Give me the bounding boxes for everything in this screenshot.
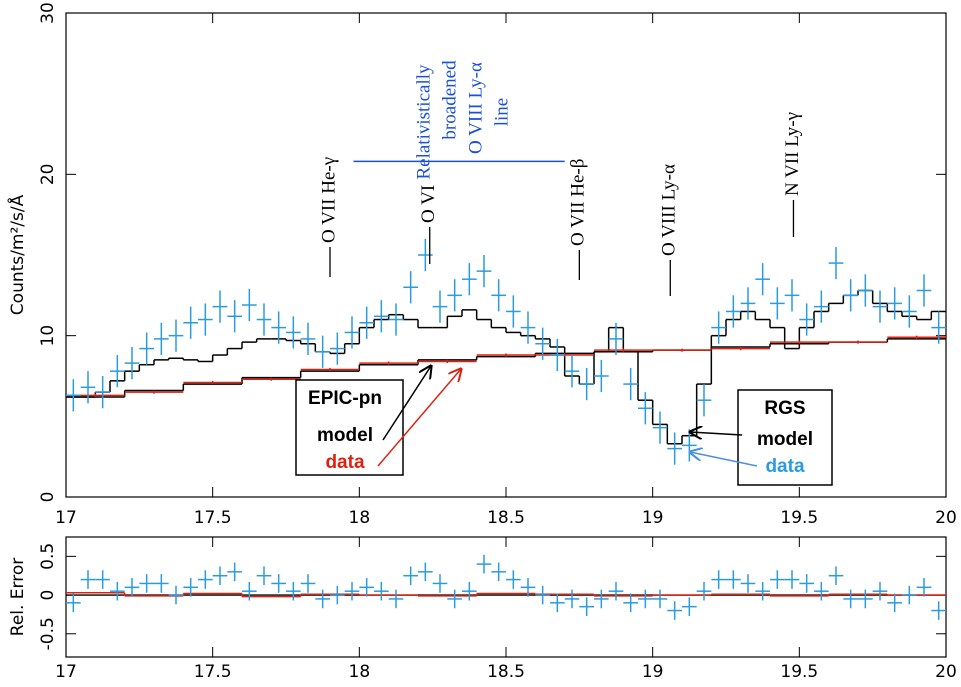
plot-frame	[65, 536, 947, 658]
line-id-label: O VII He-γ	[318, 157, 339, 243]
step-line	[66, 289, 946, 445]
x-tick-label: 19.5	[780, 662, 818, 682]
x-tick-label: 20	[935, 508, 957, 528]
x-tick-label: 19	[642, 508, 664, 528]
line-id-label: O VIII Ly-α	[659, 164, 680, 256]
box-text: model	[757, 429, 813, 450]
annotation-box	[737, 389, 833, 486]
error-bars	[66, 554, 946, 620]
broad-line-text: broadened	[439, 60, 460, 140]
x-tick-label: 17	[55, 662, 77, 682]
y-tick-label: 10	[38, 325, 58, 347]
x-tick-label: 17	[55, 508, 77, 528]
error-bars	[66, 238, 946, 465]
y-tick-label: 20	[38, 164, 58, 186]
y-tick-label: 0.5	[38, 543, 58, 570]
y-axis-label: Counts/m²/s/Å	[6, 194, 28, 315]
step-line	[66, 338, 946, 398]
line-id-label: N VII Ly-γ	[782, 112, 803, 196]
broad-line-text: Relativistically	[413, 64, 434, 180]
y-axis-label: Rel. Error	[8, 558, 28, 636]
box-text: RGS	[764, 398, 805, 419]
annotation-arrow	[690, 452, 758, 467]
box-text: EPIC-pn	[308, 388, 382, 409]
box-data-text: data	[325, 452, 365, 473]
y-tick-label: -0.5	[38, 617, 58, 650]
x-tick-label: 18.5	[487, 508, 525, 528]
y-tick-label: 0	[38, 492, 58, 503]
line-id-label: O VI	[418, 185, 439, 223]
x-tick-label: 17.5	[194, 508, 232, 528]
y-tick-label: 30	[38, 2, 58, 24]
broad-line-text: line	[491, 98, 512, 127]
error-bars	[66, 335, 946, 397]
line-id-label: O VII He-β	[568, 159, 589, 246]
annotation-arrow	[377, 369, 461, 467]
x-tick-label: 18	[349, 662, 371, 682]
x-tick-label: 20	[935, 662, 957, 682]
step-line	[66, 591, 946, 598]
x-tick-label: 19.5	[780, 508, 818, 528]
broad-line-text: O VIII Ly-α	[465, 62, 486, 154]
annotation-arrow	[690, 432, 743, 435]
x-tick-label: 17.5	[194, 662, 232, 682]
x-tick-label: 18.5	[487, 662, 525, 682]
annotation-box	[295, 379, 404, 476]
annotation-arrow	[382, 366, 431, 441]
box-data-text: data	[765, 456, 805, 477]
x-tick-label: 19	[642, 662, 664, 682]
box-text: model	[317, 425, 373, 446]
x-tick-label: 18	[349, 508, 371, 528]
y-tick-label: 0	[38, 590, 58, 601]
